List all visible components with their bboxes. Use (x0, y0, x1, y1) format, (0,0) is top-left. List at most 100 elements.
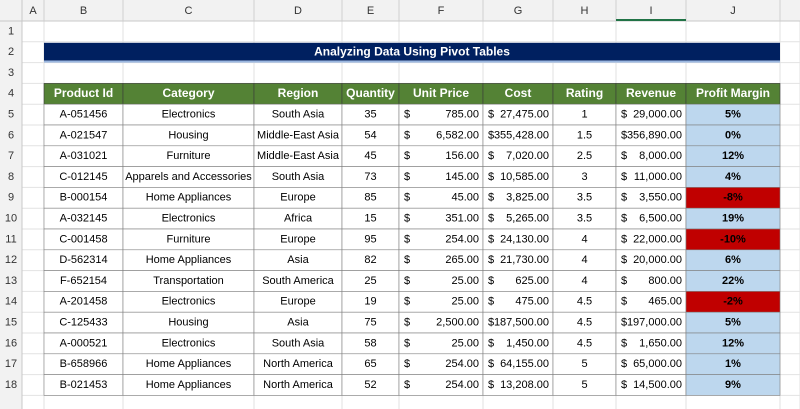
cell-text: 5% (725, 109, 741, 121)
cell-text: 0% (725, 129, 741, 141)
cell-text: 6% (725, 254, 741, 266)
table-header: Quantity (346, 86, 395, 100)
currency-symbol: $ (488, 213, 494, 225)
cell-text: A-021547 (60, 129, 108, 141)
row-number[interactable]: 4 (8, 88, 14, 100)
cell-amount: 465.00 (648, 296, 682, 308)
cell-text: 1 (581, 109, 587, 121)
cell-text: A-201458 (60, 296, 108, 308)
currency-symbol: $ (621, 358, 627, 370)
cell-amount: 25.00 (451, 275, 479, 287)
cell-amount: 145.00 (445, 171, 479, 183)
cell-text: Electronics (162, 296, 216, 308)
cell-amount: 24,130.00 (500, 233, 549, 245)
currency-symbol: $ (488, 192, 494, 204)
cell-text: B-658966 (60, 358, 108, 370)
cell-amount: 351.00 (445, 213, 479, 225)
cell-text: A-000521 (60, 337, 108, 349)
currency-symbol: $ (621, 192, 627, 204)
cell-amount: 254.00 (445, 358, 479, 370)
column-letter[interactable]: D (294, 5, 302, 17)
column-letter[interactable]: I (649, 5, 652, 17)
cell-amount: 65,000.00 (633, 358, 682, 370)
row-number[interactable]: 6 (8, 129, 14, 141)
currency-symbol: $ (488, 358, 494, 370)
cell-text: 19 (364, 296, 376, 308)
row-number[interactable]: 1 (8, 25, 14, 37)
cell-text: B-000154 (60, 192, 108, 204)
cell-amount: 355,428.00 (494, 129, 549, 141)
cell-text: 4% (725, 171, 741, 183)
table-header: Category (162, 86, 214, 100)
row-number[interactable]: 7 (8, 150, 14, 162)
currency-symbol: $ (404, 129, 410, 141)
table-header: Product Id (54, 86, 113, 100)
cell-text: 82 (364, 254, 376, 266)
cell-text: 4.5 (577, 317, 592, 329)
cell-text: 12% (722, 150, 744, 162)
row-number[interactable]: 13 (5, 275, 17, 287)
column-letter[interactable]: F (438, 5, 445, 17)
cell-amount: 6,500.00 (639, 213, 682, 225)
cell-amount: 1,450.00 (506, 337, 549, 349)
currency-symbol: $ (404, 275, 410, 287)
currency-symbol: $ (621, 254, 627, 266)
row-number[interactable]: 10 (5, 213, 17, 225)
row-number[interactable]: 14 (5, 296, 17, 308)
row-number[interactable]: 17 (5, 358, 17, 370)
table-header: Region (278, 86, 319, 100)
row-number[interactable]: 2 (8, 46, 14, 58)
cell-amount: 11,000.00 (634, 171, 682, 183)
cell-amount: 29,000.00 (633, 109, 682, 121)
cell-text: Asia (287, 317, 309, 329)
row-number[interactable]: 3 (8, 67, 14, 79)
currency-symbol: $ (488, 379, 494, 391)
cell-text: 1% (725, 358, 741, 370)
cell-text: 73 (364, 171, 376, 183)
column-letter[interactable]: E (367, 5, 374, 17)
row-number[interactable]: 12 (5, 254, 17, 266)
column-letter[interactable]: J (730, 5, 736, 17)
currency-symbol: $ (404, 150, 410, 162)
currency-symbol: $ (621, 337, 627, 349)
cell-text: 5% (725, 317, 741, 329)
row-number[interactable]: 11 (5, 233, 16, 245)
column-letter[interactable]: G (514, 5, 523, 17)
currency-symbol: $ (621, 275, 627, 287)
row-number[interactable]: 5 (8, 109, 14, 121)
currency-symbol: $ (488, 254, 494, 266)
cell-amount: 254.00 (445, 233, 479, 245)
table-header: Unit Price (413, 86, 469, 100)
title-bar (44, 42, 780, 61)
cell-text: 12% (722, 337, 744, 349)
cell-amount: 7,020.00 (506, 150, 549, 162)
row-number[interactable]: 9 (8, 192, 14, 204)
cell-text: Electronics (162, 213, 216, 225)
column-letter[interactable]: H (581, 5, 589, 17)
cell-text: 65 (364, 358, 376, 370)
cell-amount: 625.00 (515, 275, 549, 287)
cell-text: C-001458 (59, 233, 107, 245)
currency-symbol: $ (488, 129, 494, 141)
cell-amount: 265.00 (445, 254, 479, 266)
row-number[interactable]: 18 (5, 379, 17, 391)
cell-text: 3.5 (577, 192, 592, 204)
column-letter[interactable]: B (80, 5, 87, 17)
currency-symbol: $ (488, 233, 494, 245)
cell-text: 54 (364, 129, 376, 141)
column-letter[interactable]: A (29, 5, 37, 17)
cell-text: Housing (168, 317, 208, 329)
row-number[interactable]: 15 (5, 317, 17, 329)
cell-amount: 25.00 (451, 337, 479, 349)
row-number[interactable]: 16 (5, 337, 17, 349)
currency-symbol: $ (621, 213, 627, 225)
cell-text: Asia (287, 254, 309, 266)
row-number[interactable]: 8 (8, 171, 14, 183)
cell-amount: 27,475.00 (500, 109, 549, 121)
cell-text: Africa (284, 213, 313, 225)
cell-text: 15 (364, 213, 376, 225)
column-letter[interactable]: C (185, 5, 193, 17)
cell-text: Electronics (162, 109, 216, 121)
cell-text: 4 (581, 275, 587, 287)
